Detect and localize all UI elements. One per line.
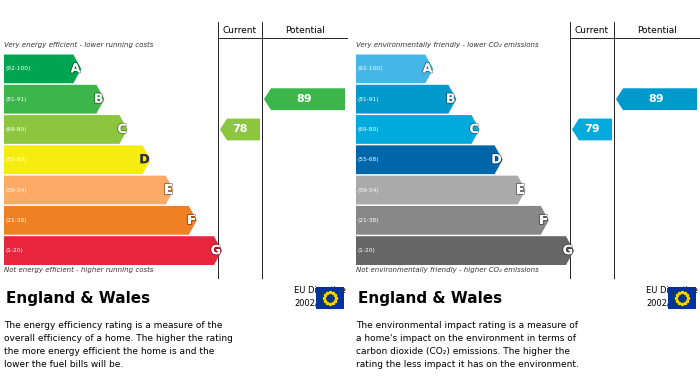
Text: G: G [211,244,221,257]
Polygon shape [356,115,480,144]
Text: C: C [118,123,127,136]
Polygon shape [4,236,222,265]
Text: The environmental impact rating is a measure of
a home's impact on the environme: The environmental impact rating is a mea… [356,321,579,369]
Text: Very environmentally friendly - lower CO₂ emissions: Very environmentally friendly - lower CO… [356,42,538,48]
Polygon shape [356,85,456,113]
Text: (1-20): (1-20) [358,248,376,253]
Text: (1-20): (1-20) [6,248,24,253]
Text: EU Directive
2002/91/EC: EU Directive 2002/91/EC [646,286,698,308]
Text: 79: 79 [584,124,600,135]
Polygon shape [4,85,104,113]
Text: Environmental Impact (CO₂) Rating: Environmental Impact (CO₂) Rating [358,5,590,18]
Text: A: A [423,63,433,75]
Text: D: D [491,153,502,166]
Polygon shape [356,236,574,265]
Text: (39-54): (39-54) [358,188,379,192]
Polygon shape [4,206,197,235]
Text: Potential: Potential [637,25,677,34]
Polygon shape [356,206,549,235]
Text: (81-91): (81-91) [6,97,27,102]
Polygon shape [572,118,612,140]
Text: B: B [446,93,456,106]
Text: (92-100): (92-100) [358,66,384,72]
Polygon shape [616,88,697,110]
Text: 89: 89 [649,94,664,104]
Polygon shape [356,145,503,174]
Text: Current: Current [223,25,257,34]
Text: (39-54): (39-54) [6,188,28,192]
Text: Current: Current [575,25,609,34]
Text: Potential: Potential [285,25,325,34]
Bar [668,287,696,309]
Text: D: D [139,153,150,166]
Text: E: E [164,183,173,197]
Polygon shape [356,54,433,83]
Text: (81-91): (81-91) [358,97,379,102]
Text: Not environmentally friendly - higher CO₂ emissions: Not environmentally friendly - higher CO… [356,267,539,273]
Text: (21-38): (21-38) [358,218,379,223]
Text: 89: 89 [297,94,312,104]
Text: England & Wales: England & Wales [6,291,150,305]
Text: England & Wales: England & Wales [358,291,502,305]
Polygon shape [4,54,81,83]
Text: Energy Efficiency Rating: Energy Efficiency Rating [6,5,169,18]
Polygon shape [220,118,260,140]
Text: (55-68): (55-68) [6,157,27,162]
Polygon shape [4,115,127,144]
Text: E: E [516,183,525,197]
Polygon shape [264,88,345,110]
Polygon shape [4,176,174,204]
Text: (69-80): (69-80) [6,127,27,132]
Text: F: F [188,214,196,227]
Bar [316,287,344,309]
Text: (69-80): (69-80) [358,127,379,132]
Text: The energy efficiency rating is a measure of the
overall efficiency of a home. T: The energy efficiency rating is a measur… [4,321,233,369]
Text: (55-68): (55-68) [358,157,379,162]
Polygon shape [356,176,526,204]
Polygon shape [4,145,150,174]
Text: (92-100): (92-100) [6,66,32,72]
Text: Not energy efficient - higher running costs: Not energy efficient - higher running co… [4,267,153,273]
Text: G: G [563,244,573,257]
Text: Very energy efficient - lower running costs: Very energy efficient - lower running co… [4,42,153,48]
Text: A: A [71,63,80,75]
Text: F: F [539,214,548,227]
Text: C: C [470,123,479,136]
Text: 78: 78 [232,124,248,135]
Text: B: B [94,93,104,106]
Text: EU Directive
2002/91/EC: EU Directive 2002/91/EC [294,286,346,308]
Text: (21-38): (21-38) [6,218,27,223]
